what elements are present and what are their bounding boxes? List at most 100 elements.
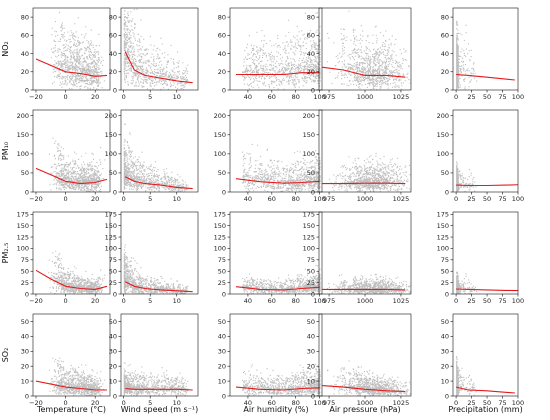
x-tick-label: 1000: [357, 399, 374, 407]
scatter-point: [123, 244, 189, 294]
y-tick-label: 30: [109, 348, 117, 356]
y-tick-label: 10: [109, 377, 117, 385]
y-tick-label: 50: [21, 268, 29, 276]
x-tick-label: 975: [323, 399, 335, 407]
y-tick-label: 75: [109, 256, 117, 264]
y-tick-label: 100: [105, 245, 117, 253]
y-tick-label: 150: [214, 222, 226, 230]
x-tick-label: 1000: [357, 297, 374, 305]
y-tick-label: 20: [21, 362, 29, 370]
x-tick-label: 0: [454, 93, 458, 101]
scatter-point: [123, 362, 189, 396]
scatter-points: [242, 143, 321, 192]
y-tick-label: 200: [437, 112, 449, 120]
y-tick-label: 10: [218, 377, 226, 385]
y-tick-label: 200: [17, 112, 29, 120]
y-tick-label: 50: [109, 318, 117, 326]
trend-line: [35, 380, 107, 391]
y-tick-label: 10: [21, 377, 29, 385]
x-tick-label: −20: [29, 399, 43, 407]
y-tick-label: 50: [109, 268, 117, 276]
y-tick-label: 20: [307, 68, 315, 76]
y-tick-label: 0: [311, 188, 315, 196]
y-tick-label: 100: [214, 245, 226, 253]
y-tick-label: 50: [307, 169, 315, 177]
x-tick-label: 50: [483, 399, 491, 407]
x-tick-label: 0: [122, 399, 126, 407]
y-tick-label: 100: [17, 150, 29, 158]
scatter-point: [242, 143, 321, 192]
y-tick-label: 150: [303, 222, 315, 230]
y-tick-label: 40: [441, 333, 449, 341]
panel-frame: [32, 211, 111, 295]
x-tick-label: 20: [91, 93, 99, 101]
scatter-points: [328, 152, 411, 192]
x-tick-label: 0: [64, 195, 68, 203]
y-tick-label: 200: [105, 112, 117, 120]
x-tick-label: 50: [483, 93, 491, 101]
y-tick-label: 40: [441, 50, 449, 58]
y-tick-label: 0: [25, 86, 29, 94]
y-tick-label: 40: [307, 333, 315, 341]
x-tick-label: 5: [148, 93, 152, 101]
scatter-point: [49, 12, 105, 90]
x-tick-label: 100: [313, 93, 325, 101]
x-tick-label: 40: [244, 297, 252, 305]
y-tick-label: 80: [441, 13, 449, 21]
x-tick-label: 25: [467, 93, 475, 101]
y-tick-label: 100: [105, 150, 117, 158]
y-tick-label: 20: [441, 68, 449, 76]
x-tick-label: 80: [292, 93, 300, 101]
x-tick-label: 975: [323, 93, 335, 101]
trend-line: [321, 288, 406, 291]
x-tick-label: −20: [29, 93, 43, 101]
y-tick-label: 80: [307, 13, 315, 21]
scatter-points: [456, 356, 477, 396]
y-tick-label: 150: [105, 131, 117, 139]
scatter-points: [48, 137, 106, 192]
y-tick-label: 25: [218, 279, 226, 287]
y-tick-label: 50: [307, 268, 315, 276]
scatter-points: [456, 271, 478, 294]
scatter-points: [456, 20, 478, 90]
panel-pm10-press: 975 1000 1025 0 50 100 150 200: [303, 109, 412, 203]
trend-line: [456, 288, 518, 292]
panel-frame: [120, 109, 199, 193]
y-tick-label: 50: [441, 169, 449, 177]
panel-frame: [452, 109, 519, 193]
trend-line: [235, 386, 320, 391]
y-tick-label: 60: [218, 32, 226, 40]
panel-frame: [120, 211, 199, 295]
y-tick-label: 200: [214, 112, 226, 120]
panel-frame: [120, 7, 199, 91]
scatter-points: [123, 123, 189, 192]
y-tick-label: 100: [17, 245, 29, 253]
x-tick-label: 1000: [357, 93, 374, 101]
y-tick-label: 0: [445, 392, 449, 400]
scatter-points: [123, 244, 189, 294]
y-tick-label: 60: [109, 32, 117, 40]
scatter-point: [456, 356, 477, 396]
y-tick-label: 0: [113, 392, 117, 400]
y-tick-label: 175: [303, 211, 315, 219]
y-tick-label: 150: [105, 222, 117, 230]
x-tick-label: 25: [467, 297, 475, 305]
x-tick-label: 0: [454, 399, 458, 407]
trend-line: [321, 385, 406, 393]
panel-frame: [229, 313, 323, 397]
y-tick-label: 0: [445, 188, 449, 196]
x-tick-label: 40: [244, 93, 252, 101]
y-tick-label: 100: [437, 245, 449, 253]
y-tick-label: 30: [441, 348, 449, 356]
y-tick-label: 20: [307, 362, 315, 370]
panel-no2-wind: 0 5 10 0 20 40 60 80: [109, 7, 199, 101]
y-axis-label-pm25: PM₂.₅: [1, 243, 10, 264]
x-tick-label: 100: [512, 93, 524, 101]
y-tick-label: 100: [214, 150, 226, 158]
y-tick-label: 30: [218, 348, 226, 356]
